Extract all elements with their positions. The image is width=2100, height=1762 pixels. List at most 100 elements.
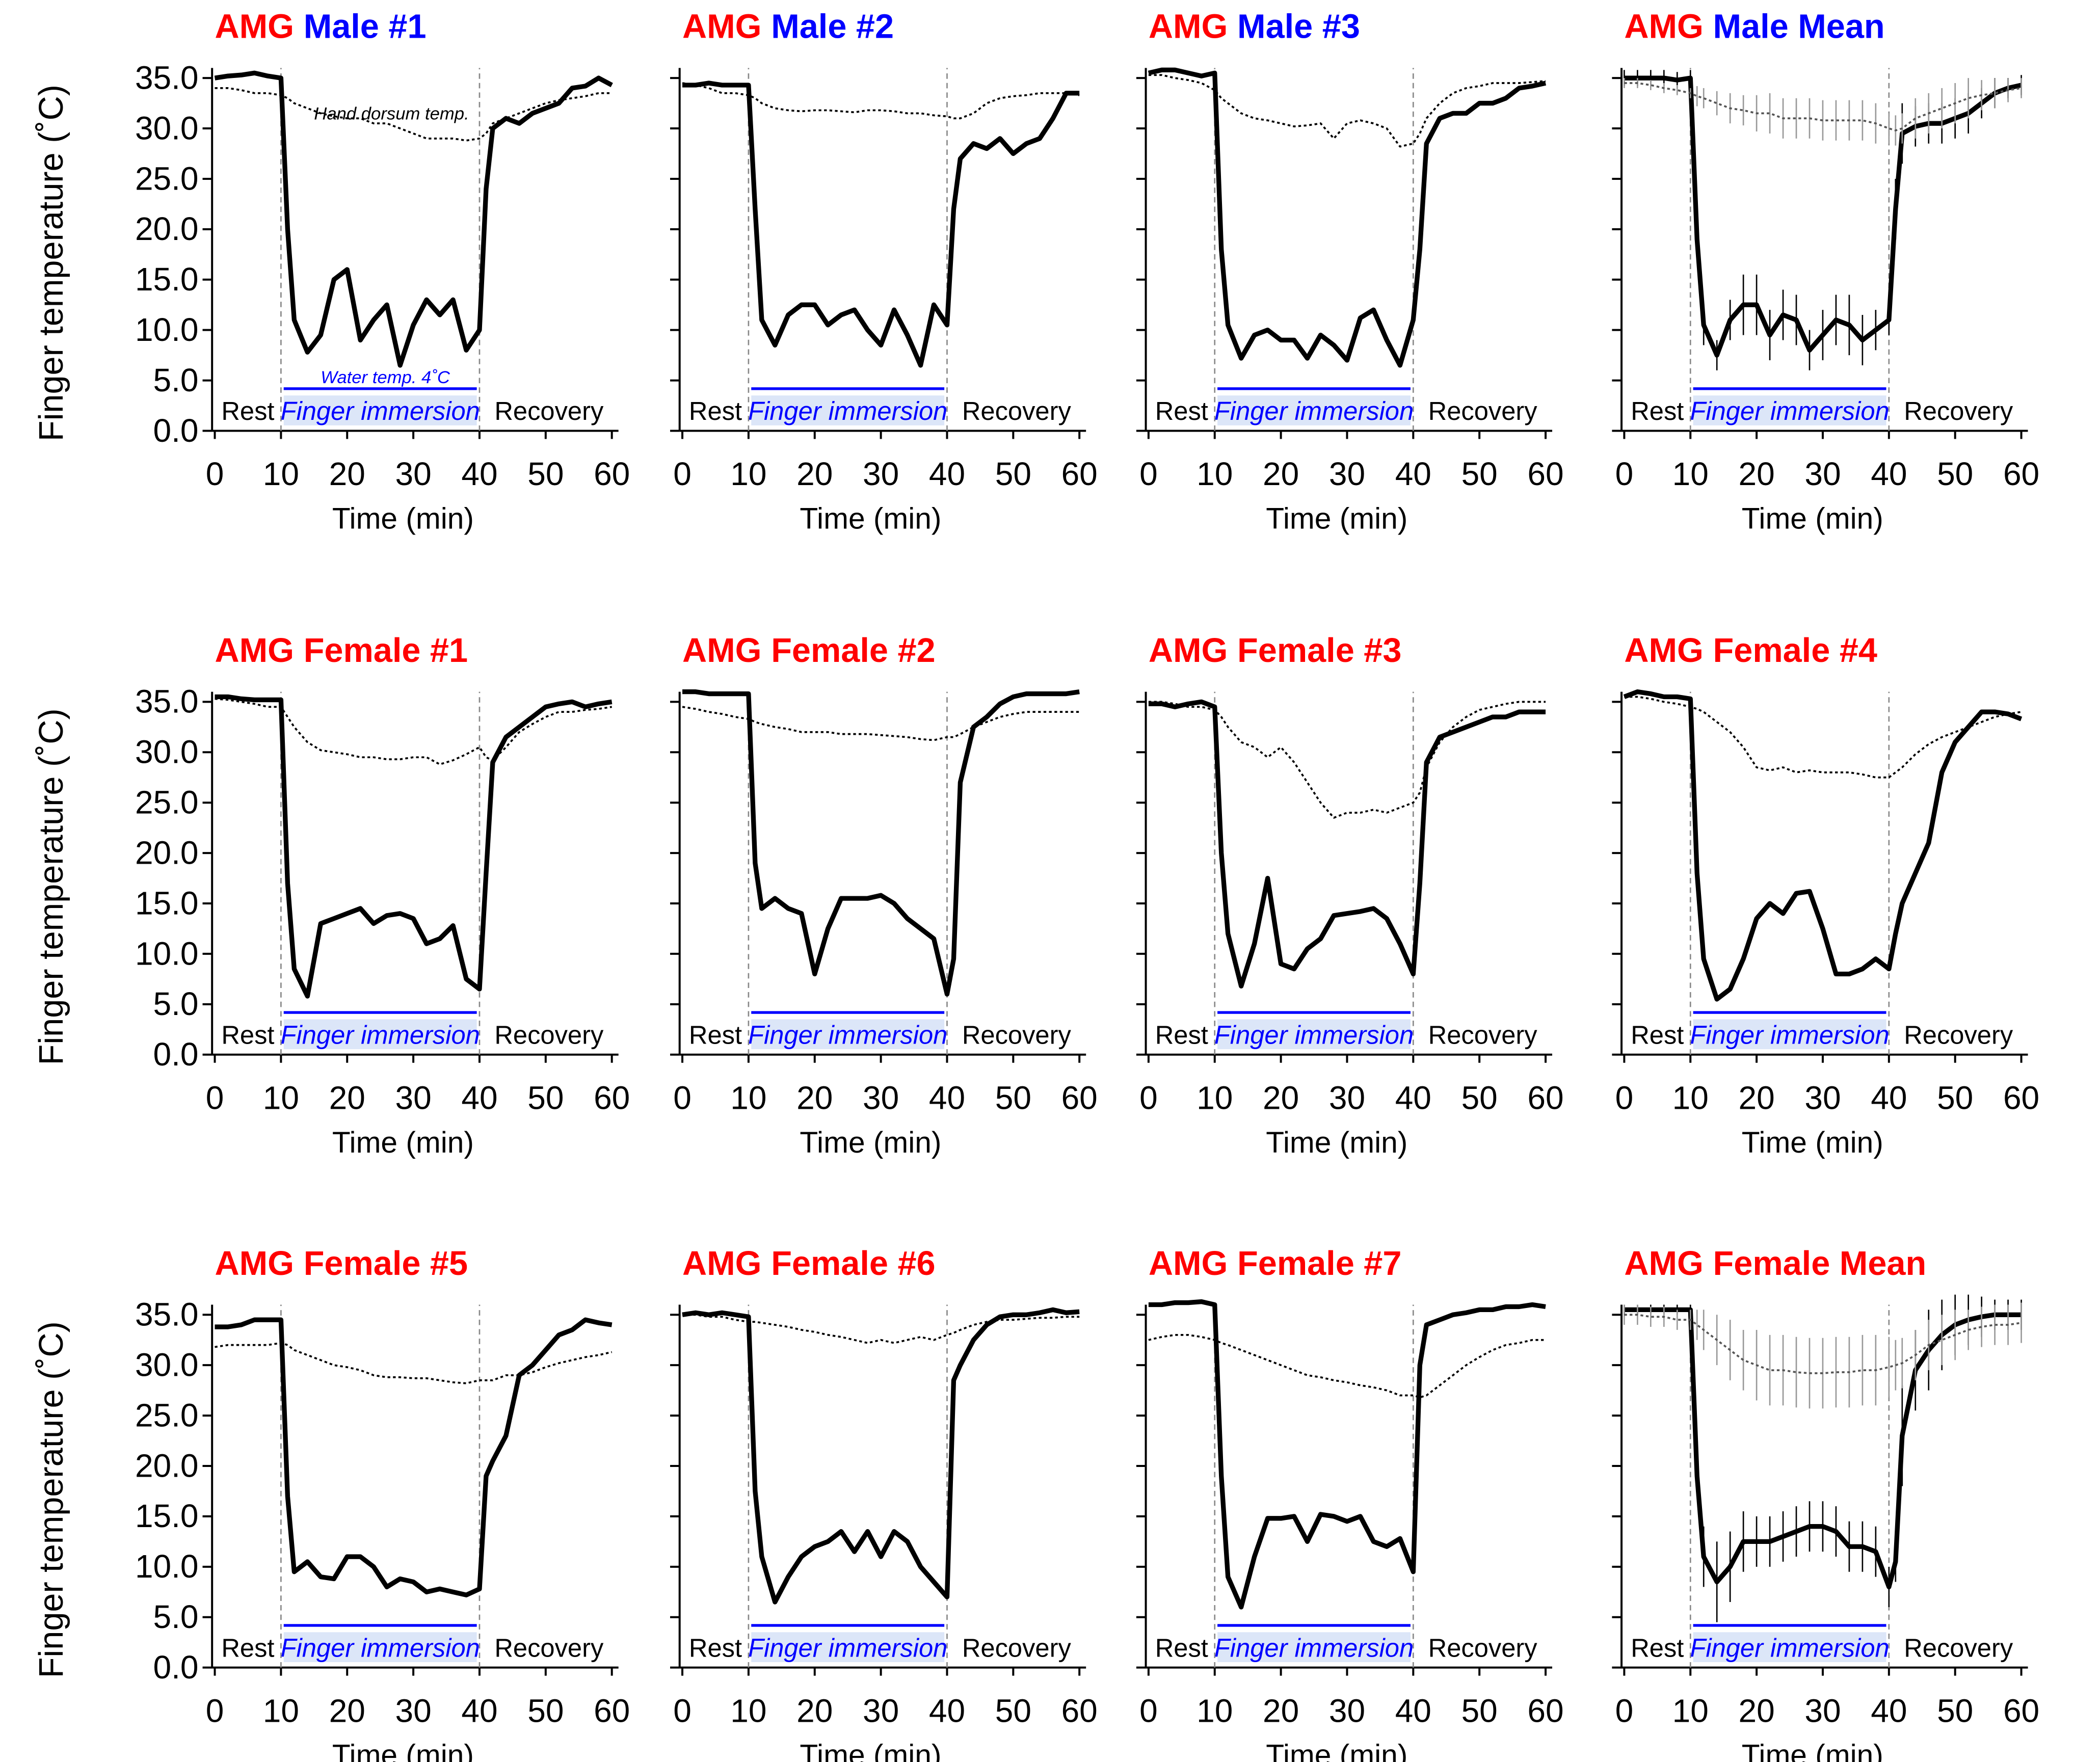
phase-label: Rest <box>221 1020 274 1049</box>
y-tick-label: 0.0 <box>153 412 199 449</box>
finger-line <box>215 1317 613 1597</box>
x-tick-label: 10 <box>730 1079 766 1116</box>
panel-title: AMG Female #7 <box>1149 1245 1402 1283</box>
x-tick-label: 30 <box>1329 1079 1365 1116</box>
x-tick-label: 30 <box>395 1692 432 1729</box>
title-part: Male #1 <box>304 8 427 46</box>
title-part: Female #4 <box>1713 632 1877 670</box>
x-tick-label: 0 <box>206 456 224 492</box>
x-tick-label: 10 <box>263 1692 299 1729</box>
finger-line <box>682 1307 1080 1605</box>
x-axis-label: Time (min) <box>800 502 941 536</box>
phase-label: Finger immersion <box>748 1020 947 1049</box>
title-part: Female #7 <box>1237 1245 1401 1283</box>
x-tick-label: 60 <box>594 1692 630 1729</box>
title-part: Male #2 <box>771 8 894 46</box>
phase-label: Recovery <box>962 1020 1072 1049</box>
y-tick-label: 35.0 <box>135 1296 199 1333</box>
x-tick-label: 40 <box>1395 1692 1431 1729</box>
x-tick-label: 20 <box>1263 1079 1299 1116</box>
phase-label: Rest <box>221 1633 274 1662</box>
title-part: AMG <box>1624 1245 1704 1283</box>
title-part: AMG <box>1149 632 1228 670</box>
panel-title: AMG Female #5 <box>215 1245 468 1283</box>
title-part: AMG <box>1149 8 1228 46</box>
panel-title: AMG Female Mean <box>1624 1245 1926 1283</box>
phase-label: Finger immersion <box>1690 1633 1889 1662</box>
immersion-shade <box>751 1632 945 1662</box>
phase-label: Rest <box>1631 1633 1684 1662</box>
panel: 0 10 20 30 40 50 60 Rest Finger immersion Recover… <box>1612 632 2039 1159</box>
immersion-shade <box>1693 1019 1886 1050</box>
immersion-shade <box>1217 1632 1411 1662</box>
phase-label: Finger immersion <box>748 1633 947 1662</box>
title-part: AMG <box>682 8 762 46</box>
x-tick-label: 0 <box>673 1079 692 1116</box>
panel-title: AMG Female #1 <box>215 632 468 670</box>
x-tick-label: 60 <box>1527 1692 1563 1729</box>
y-tick-label: 10.0 <box>135 311 199 348</box>
x-tick-label: 40 <box>1871 456 1907 492</box>
x-tick-label: 20 <box>1739 1692 1775 1729</box>
x-tick-label: 0 <box>1615 1079 1634 1116</box>
title-part: Female Mean <box>1713 1245 1927 1283</box>
x-tick-label: 50 <box>1937 456 1973 492</box>
phase-label: Finger immersion <box>1690 1020 1889 1049</box>
x-axis-label: Time (min) <box>1742 502 1883 536</box>
panel: 0 10 20 30 40 50 60 Rest Finger immersion Recover… <box>1136 1245 1564 1762</box>
immersion-shade <box>751 1019 945 1050</box>
x-tick-label: 20 <box>1263 456 1299 492</box>
immersion-shade <box>751 395 945 425</box>
x-tick-label: 50 <box>1461 1079 1498 1116</box>
dorsum-line <box>215 1342 613 1384</box>
immersion-shade <box>1217 395 1411 425</box>
y-tick-label: 25.0 <box>135 160 199 197</box>
x-tick-label: 50 <box>995 1692 1031 1729</box>
title-part: AMG <box>682 632 762 670</box>
x-tick-label: 20 <box>796 1692 833 1729</box>
phase-label: Recovery <box>494 396 604 425</box>
phase-label: Recovery <box>1904 396 2013 425</box>
y-tick-label: 15.0 <box>135 1498 199 1534</box>
x-tick-label: 10 <box>263 1079 299 1116</box>
x-tick-label: 60 <box>2003 456 2039 492</box>
x-tick-label: 10 <box>1197 1079 1233 1116</box>
phase-label: Finger immersion <box>1690 396 1889 425</box>
panel: 0 10 20 30 40 50 60 Rest Finger immersion Recover… <box>670 1245 1098 1762</box>
title-part: AMG <box>215 1245 295 1283</box>
phase-label: Recovery <box>1428 396 1538 425</box>
finger-line <box>1148 1299 1546 1610</box>
x-tick-label: 50 <box>1937 1079 1973 1116</box>
phase-label: Rest <box>1631 1020 1684 1049</box>
x-tick-label: 30 <box>1804 456 1841 492</box>
title-part: Male #3 <box>1237 8 1360 46</box>
x-tick-label: 10 <box>1197 1692 1233 1729</box>
title-part: AMG <box>215 632 295 670</box>
title-part: Female #1 <box>304 632 468 670</box>
x-tick-label: 60 <box>1061 456 1098 492</box>
x-axis-label: Time (min) <box>1742 1126 1883 1159</box>
x-tick-label: 60 <box>1061 1079 1098 1116</box>
x-axis-label: Time (min) <box>1266 1126 1407 1159</box>
x-tick-label: 30 <box>1329 456 1365 492</box>
phase-label: Recovery <box>1428 1020 1538 1049</box>
x-tick-label: 50 <box>995 456 1031 492</box>
title-part: AMG <box>1624 632 1704 670</box>
x-tick-label: 60 <box>1527 1079 1563 1116</box>
title-part: Female #2 <box>771 632 935 670</box>
x-tick-label: 0 <box>673 456 692 492</box>
dorsum-line <box>215 698 612 765</box>
y-tick-label: 15.0 <box>135 261 199 298</box>
x-tick-label: 10 <box>1672 1079 1709 1116</box>
panel: 0.0 5.0 10.0 15.0 20.0 25.0 30.0 35.0 0 10 20 30 40 5… <box>33 632 630 1159</box>
panel: 0 10 20 30 40 50 60 Rest Finger immersion Recover… <box>1612 1245 2039 1762</box>
y-tick-label: 30.0 <box>135 1347 199 1383</box>
y-axis-label: Finger temperature (˚C) <box>33 1321 70 1678</box>
dorsum-line <box>682 1314 1080 1344</box>
x-axis-label: Time (min) <box>332 1739 474 1762</box>
immersion-shade <box>283 1632 477 1662</box>
x-tick-label: 0 <box>206 1079 224 1116</box>
panel: 0.0 5.0 10.0 15.0 20.0 25.0 30.0 35.0 0 10 20 30 40 5… <box>33 8 630 536</box>
title-part: AMG <box>1149 1245 1228 1283</box>
x-tick-label: 50 <box>527 1692 564 1729</box>
